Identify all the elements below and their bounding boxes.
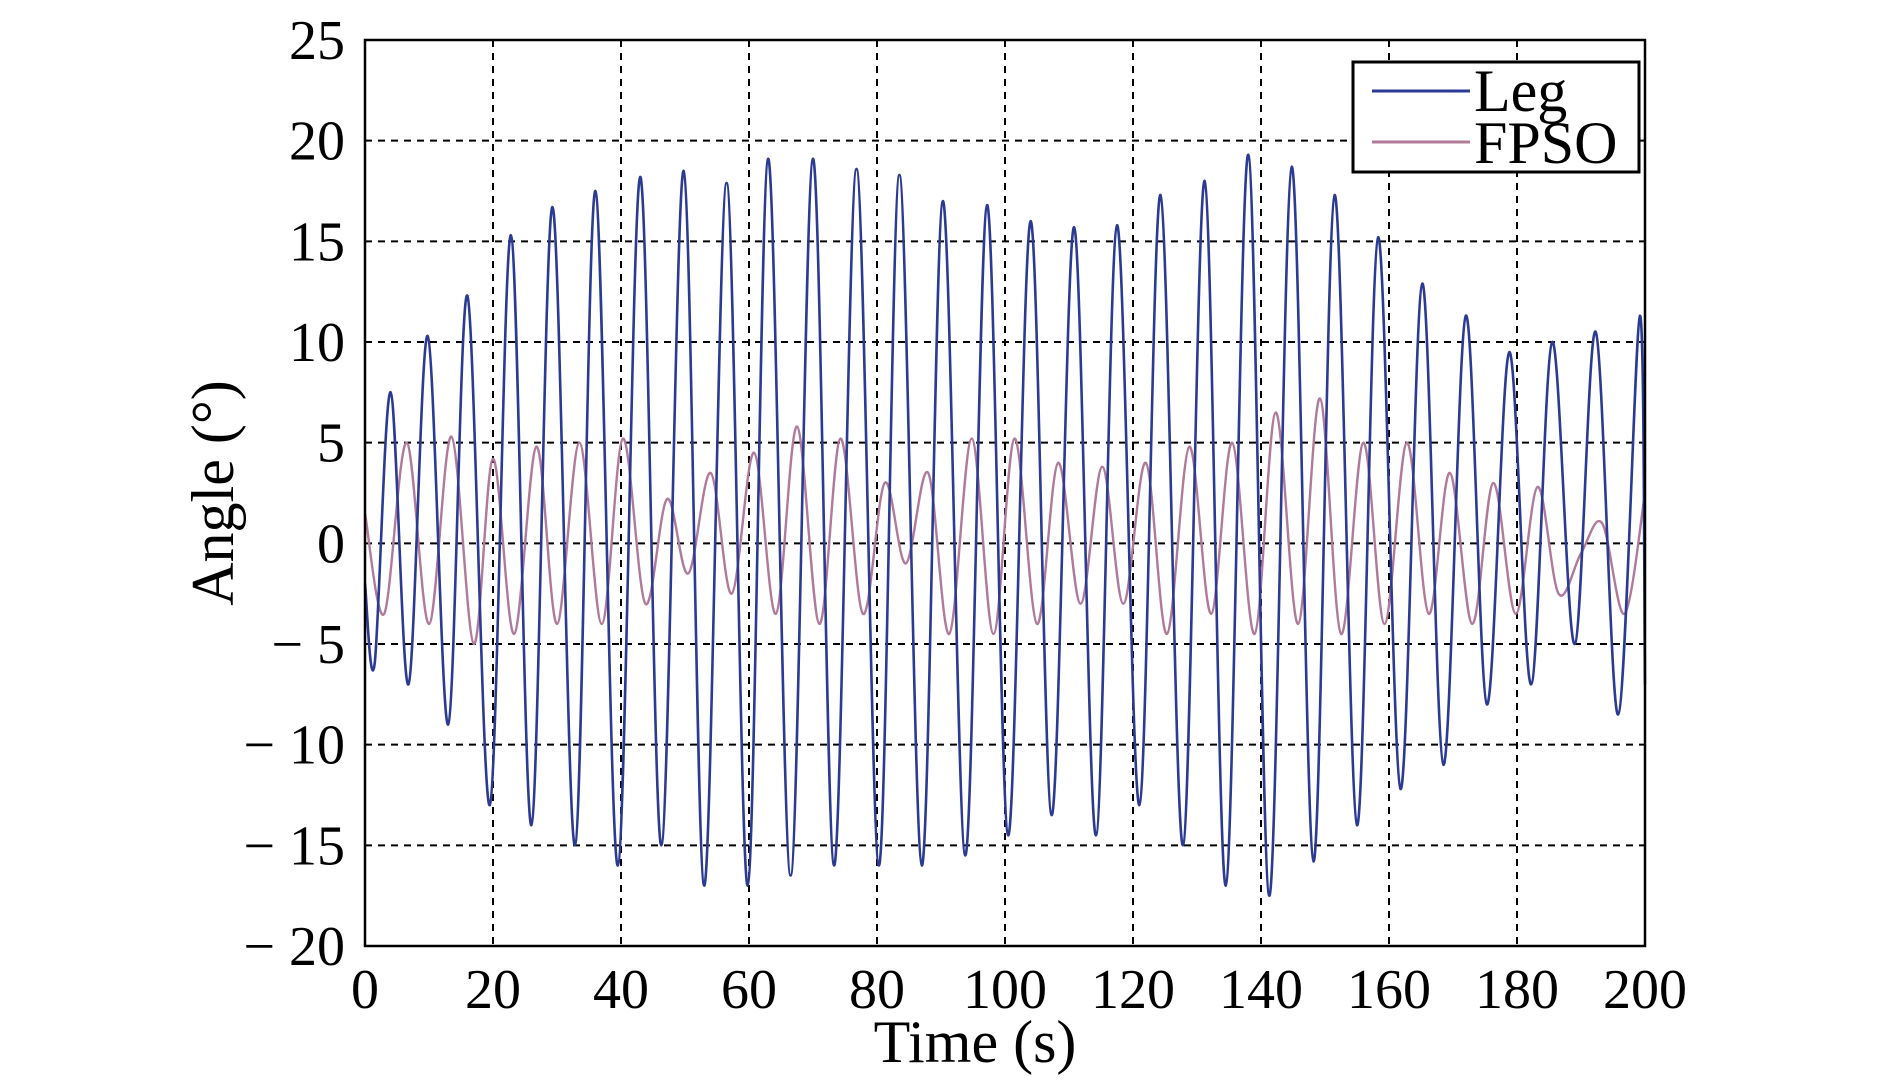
y-tick-label: 25	[289, 10, 345, 72]
y-tick-label: 0	[317, 513, 345, 575]
x-tick-label: 180	[1475, 959, 1559, 1021]
x-tick-label: 140	[1219, 959, 1303, 1021]
y-tick-label: − 20	[243, 916, 345, 978]
y-tick-label: − 5	[271, 614, 345, 676]
series-line-leg	[363, 153, 1647, 898]
x-tick-label: 80	[849, 959, 905, 1021]
y-axis-title: Angle (°)	[180, 380, 246, 606]
legend-box	[1351, 60, 1641, 174]
y-tick-label: 20	[289, 111, 345, 173]
x-tick-label: 200	[1603, 959, 1687, 1021]
legend: Leg FPSO	[1351, 58, 1641, 176]
y-tick-label: 10	[289, 312, 345, 374]
x-tick-label: 40	[593, 959, 649, 1021]
y-tick-label: − 15	[243, 815, 345, 877]
plot-area-frame	[363, 38, 1647, 948]
legend-label-leg: Leg	[1474, 58, 1567, 124]
x-axis-title: Time (s)	[874, 1009, 1077, 1075]
x-tick-label: 100	[963, 959, 1047, 1021]
series-group	[363, 153, 1647, 898]
tick-labels: 0 20 40 60 80 100 120 140 160 180 200 25 20 15 10 5 0 − 5…	[243, 10, 1687, 1021]
y-tick-label: 15	[289, 211, 345, 273]
x-tick-label: 0	[351, 959, 379, 1021]
y-tick-label: − 10	[243, 715, 345, 777]
x-tick-label: 20	[465, 959, 521, 1021]
x-tick-label: 60	[721, 959, 777, 1021]
legend-label-fpso: FPSO	[1474, 110, 1617, 176]
x-tick-label: 120	[1091, 959, 1175, 1021]
y-tick-label: 5	[317, 413, 345, 475]
x-tick-label: 160	[1347, 959, 1431, 1021]
